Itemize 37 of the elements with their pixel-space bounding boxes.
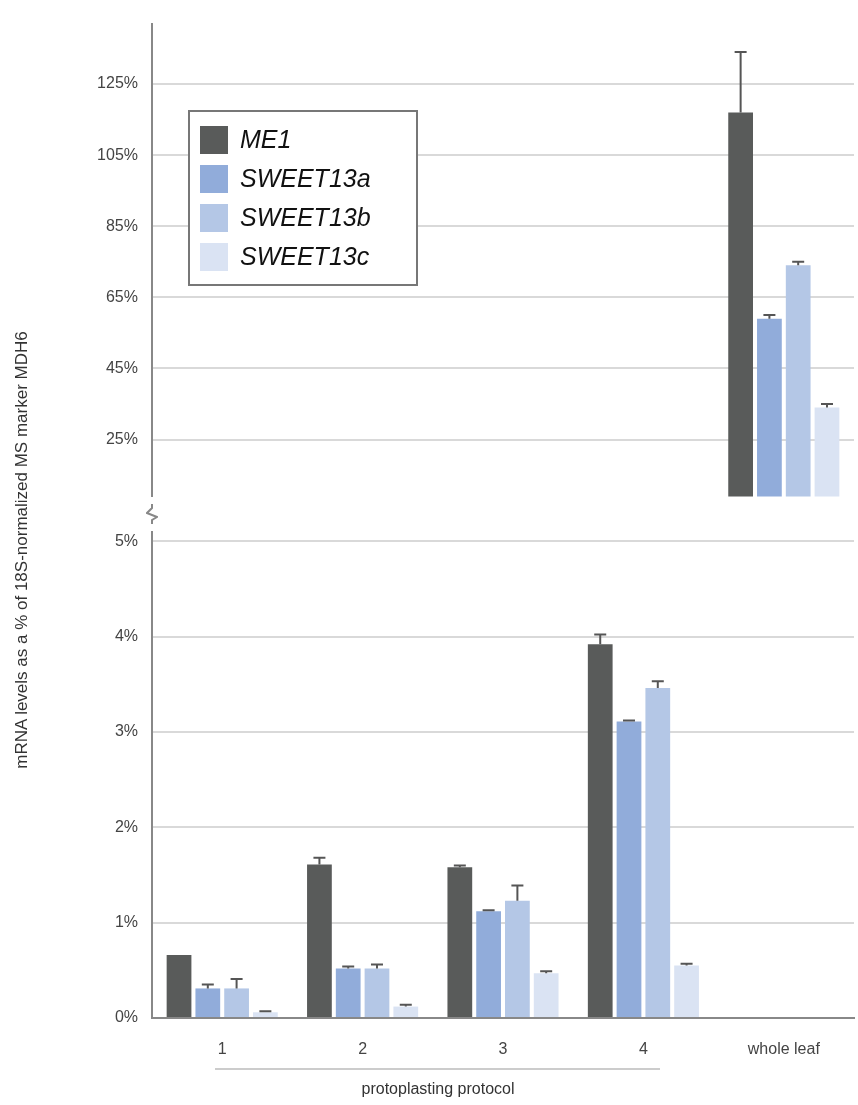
bar <box>224 988 249 1017</box>
bar <box>505 900 530 1017</box>
y-tick-label: 2% <box>114 817 138 835</box>
bar <box>447 867 473 1017</box>
y-tick-label: 45% <box>105 358 138 376</box>
y-tick-label: 25% <box>105 429 138 447</box>
y-tick-label: 85% <box>105 216 138 234</box>
x-tick-label: 2 <box>358 1040 368 1058</box>
y-tick-label: 3% <box>114 722 138 740</box>
bar <box>476 911 501 1017</box>
bar <box>393 1006 419 1017</box>
y-axis-title: mRNA levels as a % of 18S-normalized MS marker MDH6 <box>12 331 32 769</box>
x-tick-label: 4 <box>638 1040 648 1058</box>
y-tick-label: 125% <box>97 74 138 92</box>
bar <box>645 688 671 1017</box>
legend-label: SWEET13c <box>240 242 370 271</box>
x-axis-title: protoplasting protocol <box>361 1080 515 1098</box>
bar <box>616 721 642 1017</box>
y-tick-label: 1% <box>114 913 138 931</box>
bar <box>335 968 361 1017</box>
y-tick-label: 65% <box>105 287 138 305</box>
y-tick-label: 0% <box>114 1008 138 1026</box>
legend-label: SWEET13b <box>240 203 371 232</box>
bar <box>364 968 390 1017</box>
y-tick-label: 105% <box>97 145 138 163</box>
y-tick-label: 5% <box>114 531 138 549</box>
bar <box>166 955 192 1017</box>
bar <box>533 973 559 1017</box>
x-tick-label: 3 <box>498 1040 508 1058</box>
x-tick-label: 1 <box>217 1040 227 1058</box>
bar <box>253 1012 278 1017</box>
bar <box>195 988 221 1017</box>
y-tick-label: 4% <box>114 626 138 644</box>
bar <box>674 965 699 1017</box>
legend-label: ME1 <box>240 125 292 154</box>
x-tick-label: whole leaf <box>746 1040 821 1058</box>
legend-label: SWEET13a <box>240 164 371 193</box>
